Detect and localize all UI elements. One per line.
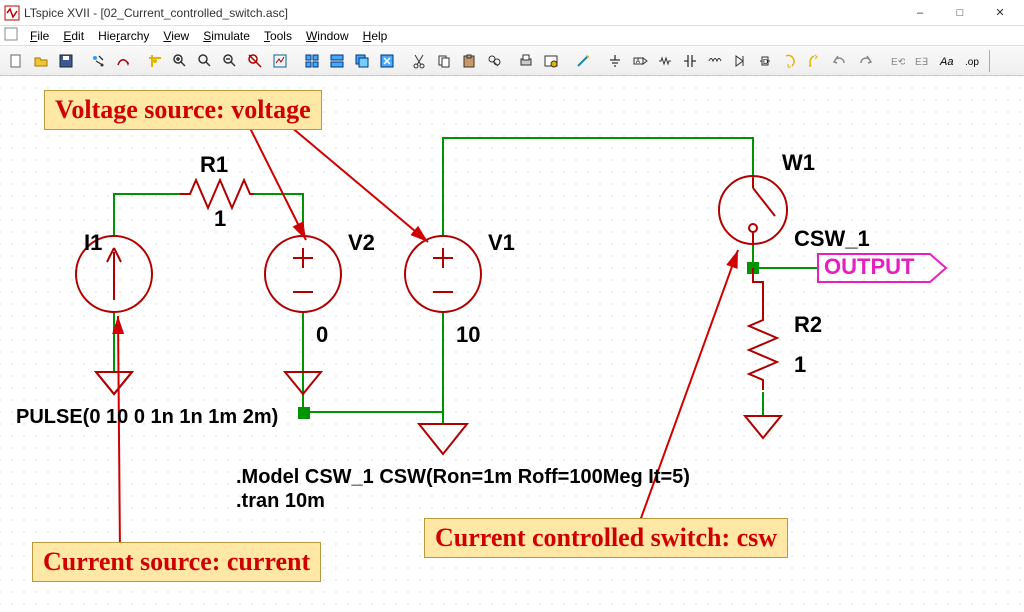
- rotate-icon[interactable]: E⟲: [885, 49, 909, 73]
- value-I1: PULSE(0 10 0 1n 1n 1m 2m): [16, 406, 278, 429]
- zoomin-icon[interactable]: [168, 49, 192, 73]
- window-buttons: – □ ✕: [900, 1, 1020, 25]
- label-W1: W1: [782, 150, 815, 176]
- move-icon[interactable]: [778, 49, 802, 73]
- component-icon[interactable]: D: [753, 49, 777, 73]
- autoscale-icon[interactable]: [268, 49, 292, 73]
- svg-text:D: D: [763, 59, 768, 66]
- print-icon[interactable]: [514, 49, 538, 73]
- menu-simulate[interactable]: Simulate: [197, 28, 256, 44]
- menu-help[interactable]: Help: [357, 28, 394, 44]
- menubar: File Edit Hierarchy View Simulate Tools …: [0, 26, 1024, 46]
- label-R1: R1: [200, 152, 228, 178]
- tile2-icon[interactable]: [325, 49, 349, 73]
- menu-tools[interactable]: Tools: [258, 28, 298, 44]
- toolbar: A D E⟲ E∃ Aa .op: [0, 46, 1024, 76]
- label-R2: R2: [794, 312, 822, 338]
- schematic-canvas[interactable]: I1 R1 1 V2 0 V1 10 W1 CSW_1 R2 1 PULSE(0…: [0, 76, 1024, 612]
- op-icon[interactable]: .op: [960, 49, 984, 73]
- titlebar: LTspice XVII - [02_Current_controlled_sw…: [0, 0, 1024, 26]
- halt-icon[interactable]: [111, 49, 135, 73]
- callout-current: Current source: current: [32, 542, 321, 582]
- resistor-icon[interactable]: [653, 49, 677, 73]
- draw-wire-icon[interactable]: [571, 49, 595, 73]
- setup-icon[interactable]: [539, 49, 563, 73]
- save-icon[interactable]: [54, 49, 78, 73]
- value-R1: 1: [214, 206, 226, 232]
- find-icon[interactable]: [482, 49, 506, 73]
- svg-text:E⟲: E⟲: [891, 57, 905, 68]
- value-R2: 1: [794, 352, 806, 378]
- mirror-icon[interactable]: E∃: [910, 49, 934, 73]
- svg-text:A: A: [636, 59, 640, 65]
- value-V2: 0: [316, 322, 328, 348]
- diode-icon[interactable]: [728, 49, 752, 73]
- menu-file[interactable]: File: [24, 28, 55, 44]
- cut-icon[interactable]: [407, 49, 431, 73]
- label-I1: I1: [84, 230, 102, 256]
- cap-icon[interactable]: [678, 49, 702, 73]
- tile-icon[interactable]: [300, 49, 324, 73]
- copy-icon[interactable]: [432, 49, 456, 73]
- cascade-icon[interactable]: [350, 49, 374, 73]
- inductor-icon[interactable]: [703, 49, 727, 73]
- zoompan-icon[interactable]: [193, 49, 217, 73]
- undo-icon[interactable]: [828, 49, 852, 73]
- svg-text:.op: .op: [965, 57, 979, 68]
- run-icon[interactable]: [86, 49, 110, 73]
- callout-csw: Current controlled switch: csw: [424, 518, 788, 558]
- app-icon: [4, 5, 20, 21]
- maximize-button[interactable]: □: [940, 1, 980, 25]
- menu-view[interactable]: View: [157, 28, 195, 44]
- label-V1: V1: [488, 230, 515, 256]
- svg-text:Aa: Aa: [939, 56, 953, 68]
- close-icon[interactable]: [375, 49, 399, 73]
- spice-model: .Model CSW_1 CSW(Ron=1m Roff=100Meg It=5…: [236, 466, 690, 489]
- redo-icon[interactable]: [853, 49, 877, 73]
- spice-tran: .tran 10m: [236, 490, 325, 513]
- net-output: OUTPUT: [824, 254, 914, 280]
- doc-icon: [4, 27, 18, 44]
- paste-icon[interactable]: [457, 49, 481, 73]
- value-W1: CSW_1: [794, 226, 870, 252]
- close-button[interactable]: ✕: [980, 1, 1020, 25]
- zoomout-icon[interactable]: [218, 49, 242, 73]
- ground-icon[interactable]: [603, 49, 627, 73]
- minimize-button[interactable]: –: [900, 1, 940, 25]
- open-icon[interactable]: [29, 49, 53, 73]
- callout-voltage: Voltage source: voltage: [44, 90, 322, 130]
- pan-icon[interactable]: [143, 49, 167, 73]
- svg-text:E∃: E∃: [915, 57, 928, 68]
- menu-hierarchy[interactable]: Hierarchy: [92, 28, 155, 44]
- new-icon[interactable]: [4, 49, 28, 73]
- menu-window[interactable]: Window: [300, 28, 355, 44]
- menu-edit[interactable]: Edit: [57, 28, 90, 44]
- zoomarea-icon[interactable]: [243, 49, 267, 73]
- label-V2: V2: [348, 230, 375, 256]
- drag-icon[interactable]: [803, 49, 827, 73]
- text-icon[interactable]: Aa: [935, 49, 959, 73]
- value-V1: 10: [456, 322, 480, 348]
- window-title: LTspice XVII - [02_Current_controlled_sw…: [24, 6, 900, 20]
- label-icon[interactable]: A: [628, 49, 652, 73]
